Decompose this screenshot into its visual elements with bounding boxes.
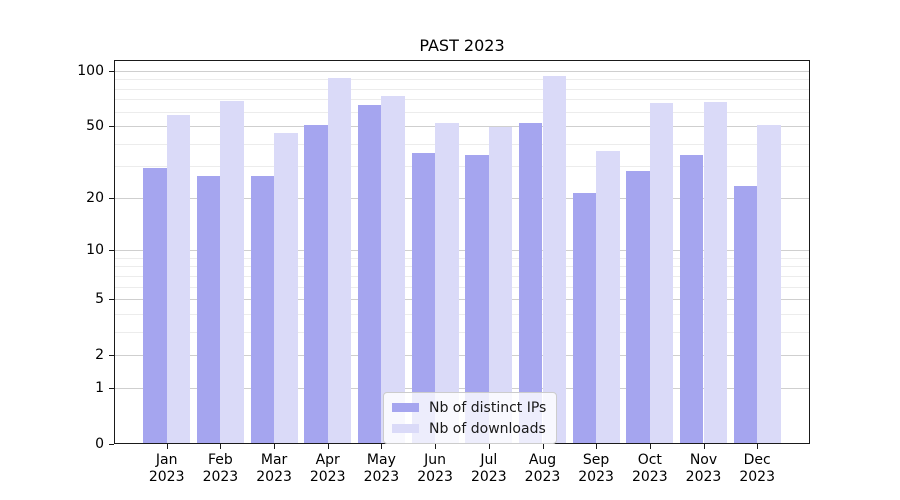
y-tick-label-0: 0 <box>95 436 104 452</box>
x-tick-jul <box>488 444 490 449</box>
x-tick-label-may: May 2023 <box>363 452 400 485</box>
legend-item-downloads: Nb of downloads <box>392 419 546 438</box>
gridline-minor-30 <box>115 166 809 168</box>
bar-downloads-nov <box>703 101 728 443</box>
gridline-minor-90 <box>115 79 809 81</box>
gridline-minor-40 <box>115 143 809 145</box>
y-tick-50 <box>109 126 114 127</box>
bar-distinct-ips-may <box>357 105 382 443</box>
bar-downloads-may <box>381 96 405 443</box>
gridline-major-1 <box>115 387 809 389</box>
legend-label-downloads: Nb of downloads <box>429 420 546 437</box>
x-tick-dec <box>757 444 759 449</box>
x-tick-label-apr: Apr 2023 <box>309 452 346 485</box>
x-tick-nov <box>703 444 705 449</box>
y-tick-label-20: 20 <box>86 189 104 206</box>
bar-distinct-ips-oct <box>626 170 650 443</box>
bar-distinct-ips-apr <box>304 125 328 443</box>
x-tick-label-dec: Dec 2023 <box>739 452 775 485</box>
x-tick-sep <box>596 444 598 449</box>
gridline-major-5 <box>115 299 809 301</box>
gridline-minor-4 <box>115 313 809 315</box>
gridline-major-20 <box>115 197 809 199</box>
y-tick-20 <box>109 197 114 199</box>
gridline-major-10 <box>115 250 809 251</box>
bar-downloads-jul <box>488 126 513 443</box>
x-tick-jan <box>166 444 168 449</box>
bar-distinct-ips-feb <box>196 176 221 443</box>
x-tick-may <box>381 444 383 449</box>
x-tick-label-jul: Jul 2023 <box>470 452 507 485</box>
x-tick-label-nov: Nov 2023 <box>685 452 722 485</box>
gridline-minor-6 <box>115 286 809 288</box>
gridline-minor-3 <box>115 331 809 333</box>
bar-downloads-feb <box>220 100 244 443</box>
legend-swatch-distinct-ips <box>392 403 419 412</box>
bar-distinct-ips-dec <box>733 185 758 443</box>
x-tick-label-mar: Mar 2023 <box>256 452 292 485</box>
gridline-minor-60 <box>115 111 809 113</box>
x-tick-jun <box>435 444 437 449</box>
bar-distinct-ips-jun <box>411 153 436 443</box>
bar-downloads-aug <box>542 76 567 443</box>
bar-downloads-oct <box>649 102 674 443</box>
bar-downloads-jan <box>166 114 191 443</box>
y-tick-label-1: 1 <box>95 379 104 396</box>
x-tick-label-oct: Oct 2023 <box>631 452 668 485</box>
gridline-minor-70 <box>115 99 809 101</box>
right-spine <box>809 60 810 444</box>
bar-downloads-sep <box>596 150 620 443</box>
x-tick-apr <box>327 444 329 449</box>
bar-downloads-apr <box>327 78 352 443</box>
y-tick-100 <box>109 70 114 72</box>
y-tick-0 <box>109 444 114 445</box>
x-tick-label-feb: Feb 2023 <box>202 452 239 485</box>
legend-item-distinct-ips: Nb of distinct IPs <box>392 398 546 417</box>
gridline-major-2 <box>115 355 809 357</box>
y-tick-label-5: 5 <box>95 291 104 308</box>
y-tick-1 <box>109 387 114 389</box>
bar-downloads-dec <box>757 125 781 443</box>
y-tick-10 <box>109 250 114 251</box>
gridline-minor-9 <box>115 257 809 259</box>
bar-distinct-ips-jul <box>465 155 489 443</box>
bar-distinct-ips-mar <box>250 176 275 443</box>
bar-distinct-ips-jan <box>143 167 167 443</box>
left-spine <box>114 60 115 444</box>
gridline-minor-80 <box>115 88 809 90</box>
bar-distinct-ips-aug <box>518 123 543 443</box>
y-tick-2 <box>109 355 114 357</box>
bar-downloads-jun <box>435 123 459 443</box>
bar-distinct-ips-nov <box>679 155 704 443</box>
x-tick-oct <box>649 444 651 449</box>
plot-area <box>114 60 810 444</box>
legend: Nb of distinct IPs Nb of downloads <box>383 392 558 444</box>
chart-title: PAST 2023 <box>419 36 505 55</box>
x-tick-label-aug: Aug 2023 <box>524 452 561 485</box>
gridline-major-50 <box>115 126 809 127</box>
x-tick-label-jun: Jun 2023 <box>417 452 453 485</box>
gridline-minor-7 <box>115 275 809 277</box>
bar-downloads-mar <box>274 133 298 443</box>
legend-swatch-downloads <box>392 424 419 433</box>
bar-distinct-ips-sep <box>572 193 597 443</box>
x-tick-label-sep: Sep 2023 <box>578 452 614 485</box>
top-spine <box>114 60 810 61</box>
legend-label-distinct-ips: Nb of distinct IPs <box>429 399 547 416</box>
gridline-major-100 <box>115 70 809 72</box>
gridline-minor-8 <box>115 266 809 268</box>
y-tick-5 <box>109 299 114 301</box>
y-tick-label-2: 2 <box>95 347 104 364</box>
y-tick-label-100: 100 <box>77 62 104 79</box>
x-tick-label-jan: Jan 2023 <box>148 452 185 485</box>
y-tick-label-50: 50 <box>86 118 104 134</box>
x-tick-aug <box>542 444 544 449</box>
y-tick-label-10: 10 <box>86 242 104 258</box>
x-tick-feb <box>220 444 222 449</box>
x-tick-mar <box>274 444 276 449</box>
